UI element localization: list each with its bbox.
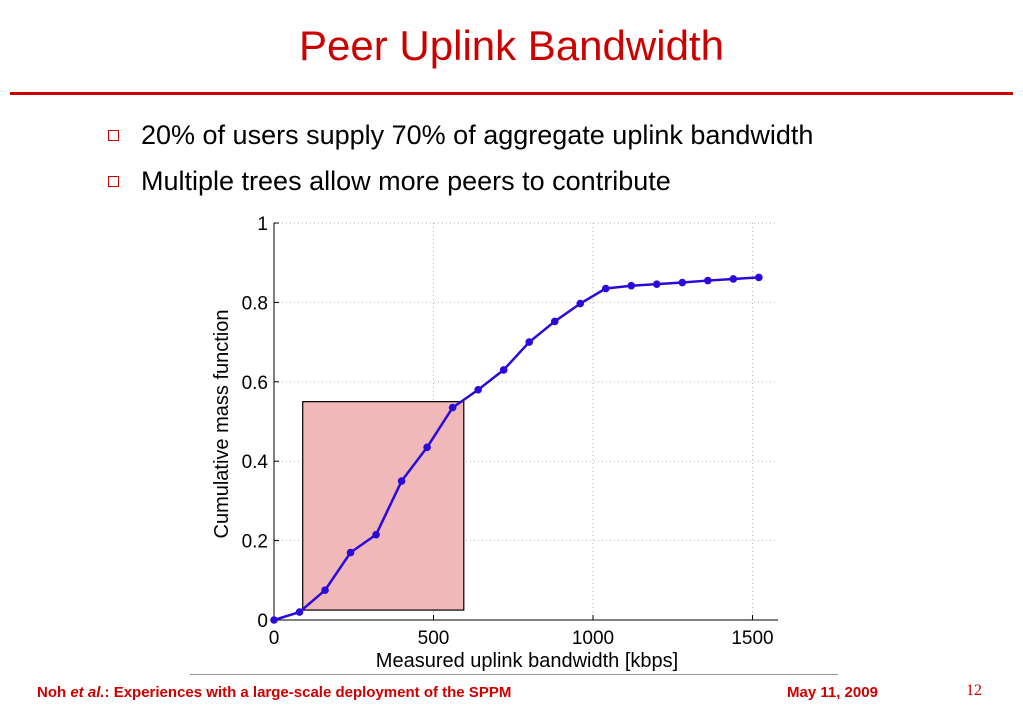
bullet-list: 20% of users supply 70% of aggregate upl… (106, 112, 813, 204)
footer-author-suffix: et al. (70, 684, 105, 701)
data-point (525, 338, 533, 346)
data-point (627, 281, 636, 290)
data-point (372, 530, 380, 539)
data-point (755, 273, 763, 282)
data-point (704, 276, 712, 285)
x-tick-label: 0 (269, 628, 280, 649)
y-tick-label: 1 (257, 214, 268, 235)
footer-author: Noh (37, 684, 67, 701)
data-point (295, 608, 304, 616)
y-tick-label: 0.4 (242, 452, 269, 473)
data-point (652, 280, 661, 288)
footer-divider (190, 674, 838, 675)
title-divider (10, 92, 1013, 95)
data-point (550, 317, 559, 326)
hollow-square-bullet-icon (108, 130, 119, 141)
y-tick-label: 0.8 (242, 293, 268, 314)
highlight-region (302, 401, 465, 611)
x-axis-label: Measured uplink bandwidth [kbps] (376, 650, 678, 672)
x-tick-label: 500 (418, 628, 450, 649)
bullet-item: Multiple trees allow more peers to contr… (106, 158, 813, 204)
tick-labels: 0 500 1000 1500 0 0.2 0.4 0.6 0.8 1 (242, 214, 774, 649)
data-point (448, 403, 457, 412)
data-point (601, 284, 610, 293)
bullet-item: 20% of users supply 70% of aggregate upl… (106, 112, 813, 158)
points-layer (270, 273, 763, 624)
y-tick-label: 0.2 (242, 532, 268, 553)
page-number: 12 (966, 682, 982, 699)
data-point (346, 548, 355, 557)
y-axis-label: Cumulative mass function (211, 310, 233, 539)
y-tick-label: 0.6 (242, 373, 268, 394)
data-point (321, 586, 329, 595)
data-point (474, 385, 482, 394)
footer-citation: Noh et al.: Experiences with a large-sca… (37, 684, 511, 701)
data-point (576, 299, 585, 308)
data-point (423, 443, 431, 452)
data-point (729, 275, 738, 283)
footer-date: May 11, 2009 (787, 684, 878, 701)
data-point (678, 278, 687, 287)
x-tick-label: 1000 (572, 628, 614, 649)
bullet-text: 20% of users supply 70% of aggregate upl… (141, 120, 814, 150)
hollow-square-bullet-icon (108, 176, 119, 187)
slide-title: Peer Uplink Bandwidth (299, 22, 724, 69)
series-line (273, 276, 759, 622)
data-point (270, 616, 278, 624)
x-tick-label: 1500 (731, 628, 773, 649)
bullet-text: Multiple trees allow more peers to contr… (141, 166, 671, 196)
cmf-chart: 0 500 1000 1500 0 0.2 0.4 0.6 0.8 1 Measured upli… (211, 214, 778, 672)
y-tick-label: 0 (257, 611, 268, 632)
data-point (397, 477, 406, 485)
data-point (499, 366, 508, 374)
footer-title: : Experiences with a large-scale deploym… (104, 684, 512, 701)
